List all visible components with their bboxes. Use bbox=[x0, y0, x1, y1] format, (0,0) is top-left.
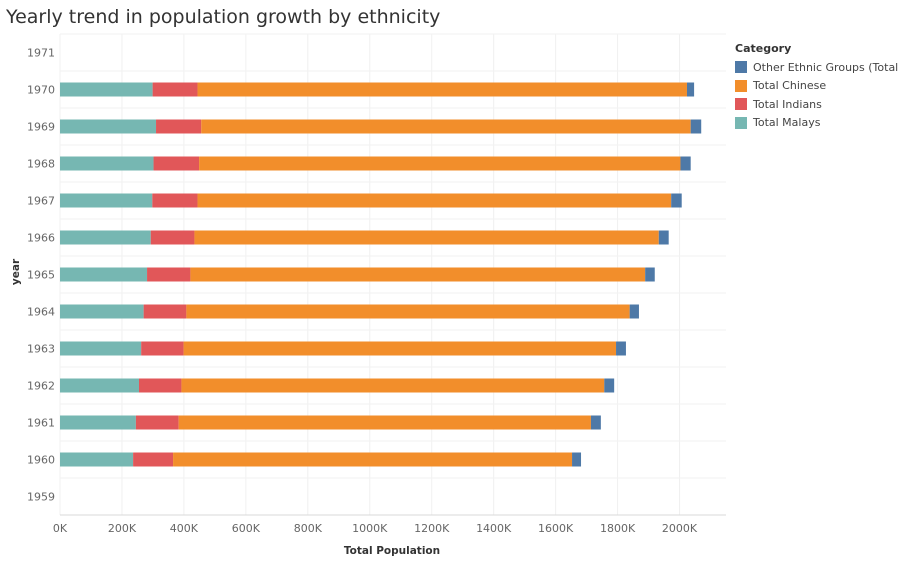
bar-total-indians-1962 bbox=[138, 378, 182, 393]
bar-total-malays-1960 bbox=[60, 452, 134, 467]
bar-total-indians-1969 bbox=[156, 119, 202, 134]
legend-swatch bbox=[735, 116, 747, 129]
bar-total-indians-1964 bbox=[143, 304, 187, 319]
bar-total-chinese-1963 bbox=[183, 341, 617, 356]
y-tick-label-1969: 1969 bbox=[27, 121, 55, 134]
bar-other-ethnic-groups-total-1970 bbox=[686, 82, 695, 97]
legend-item-total-malays[interactable]: Total Malays bbox=[735, 114, 899, 133]
legend-title: Category bbox=[735, 42, 792, 55]
y-tick-label-1970: 1970 bbox=[27, 84, 55, 97]
bar-total-chinese-1967 bbox=[197, 193, 672, 208]
bar-total-malays-1970 bbox=[60, 82, 153, 97]
y-tick-label-1960: 1960 bbox=[27, 454, 55, 467]
bar-total-indians-1960 bbox=[133, 452, 174, 467]
x-tick-label-400k: 400K bbox=[170, 522, 199, 535]
bar-total-malays-1966 bbox=[60, 230, 151, 245]
legend-item-total-indians[interactable]: Total Indians bbox=[735, 95, 899, 114]
x-axis-title: Total Population bbox=[344, 545, 440, 557]
x-tick-label-1600k: 1600K bbox=[538, 522, 574, 535]
y-axis-ticks: 1971 1970 1969 1968 1967 1966 1965 1964 1963 1962… bbox=[27, 47, 55, 504]
bar-total-chinese-1966 bbox=[194, 230, 659, 245]
legend-swatch bbox=[735, 98, 747, 111]
legend: Category Other Ethnic Groups (Total) Tota… bbox=[735, 42, 899, 132]
y-tick-label-1968: 1968 bbox=[27, 158, 55, 171]
y-tick-label-1965: 1965 bbox=[27, 269, 55, 282]
legend-label: Total Indians bbox=[753, 97, 822, 111]
x-tick-label-2000k: 2000K bbox=[662, 522, 698, 535]
x-tick-label-1800k: 1800K bbox=[600, 522, 636, 535]
bar-total-indians-1963 bbox=[141, 341, 184, 356]
bar-total-indians-1970 bbox=[152, 82, 198, 97]
bar-total-chinese-1960 bbox=[173, 452, 573, 467]
bar-total-chinese-1965 bbox=[190, 267, 646, 282]
bar-other-ethnic-groups-total-1963 bbox=[616, 341, 626, 356]
bar-other-ethnic-groups-total-1967 bbox=[671, 193, 682, 208]
bar-total-malays-1969 bbox=[60, 119, 157, 134]
legend-swatch bbox=[735, 61, 747, 74]
bar-total-malays-1963 bbox=[60, 341, 142, 356]
legend-items: Other Ethnic Groups (Total) Total Chinese… bbox=[735, 58, 899, 132]
bar-total-malays-1968 bbox=[60, 156, 154, 171]
bar-total-chinese-1968 bbox=[199, 156, 681, 171]
bar-total-malays-1965 bbox=[60, 267, 148, 282]
bar-other-ethnic-groups-total-1965 bbox=[645, 267, 655, 282]
bar-other-ethnic-groups-total-1966 bbox=[658, 230, 669, 245]
bar-other-ethnic-groups-total-1962 bbox=[604, 378, 615, 393]
legend-label: Total Malays bbox=[753, 116, 821, 130]
bar-total-indians-1966 bbox=[150, 230, 195, 245]
chart-title: Yearly trend in population growth by eth… bbox=[6, 6, 441, 28]
y-tick-label-1961: 1961 bbox=[27, 417, 55, 430]
x-tick-label-800k: 800K bbox=[294, 522, 323, 535]
bar-other-ethnic-groups-total-1964 bbox=[629, 304, 639, 319]
bar-other-ethnic-groups-total-1968 bbox=[680, 156, 691, 171]
x-tick-label-1000k: 1000K bbox=[352, 522, 388, 535]
legend-label: Total Chinese bbox=[753, 79, 827, 93]
x-tick-label-200k: 200K bbox=[108, 522, 137, 535]
x-tick-label-600k: 600K bbox=[232, 522, 261, 535]
bar-total-chinese-1964 bbox=[186, 304, 630, 319]
y-tick-label-1967: 1967 bbox=[27, 195, 55, 208]
bar-total-chinese-1962 bbox=[181, 378, 605, 393]
x-tick-label-1200k: 1200K bbox=[414, 522, 450, 535]
bar-total-chinese-1970 bbox=[197, 82, 687, 97]
bar-total-malays-1964 bbox=[60, 304, 144, 319]
y-tick-label-1963: 1963 bbox=[27, 343, 55, 356]
bar-total-malays-1961 bbox=[60, 415, 136, 430]
x-axis-ticks: 0K 200K 400K 600K 800K 1000K 1200K 1400K 1600K 18… bbox=[53, 522, 698, 535]
y-tick-label-1964: 1964 bbox=[27, 306, 55, 319]
bar-total-indians-1961 bbox=[135, 415, 179, 430]
bar-other-ethnic-groups-total-1969 bbox=[690, 119, 702, 134]
y-tick-label-1962: 1962 bbox=[27, 380, 55, 393]
legend-swatch bbox=[735, 79, 747, 92]
bars bbox=[60, 82, 702, 467]
x-tick-label-0k: 0K bbox=[53, 522, 68, 535]
legend-item-other-ethnic-groups-total[interactable]: Other Ethnic Groups (Total) bbox=[735, 58, 899, 77]
bar-total-malays-1962 bbox=[60, 378, 139, 393]
bar-total-indians-1968 bbox=[153, 156, 200, 171]
bar-other-ethnic-groups-total-1960 bbox=[572, 452, 582, 467]
bar-total-indians-1965 bbox=[147, 267, 191, 282]
bar-total-indians-1967 bbox=[152, 193, 198, 208]
bar-other-ethnic-groups-total-1961 bbox=[590, 415, 601, 430]
y-axis-title: year bbox=[10, 258, 22, 285]
bar-total-chinese-1969 bbox=[201, 119, 691, 134]
bar-total-malays-1967 bbox=[60, 193, 153, 208]
y-tick-label-1971: 1971 bbox=[27, 47, 55, 60]
y-tick-label-1959: 1959 bbox=[27, 491, 55, 504]
bar-total-chinese-1961 bbox=[178, 415, 591, 430]
legend-label: Other Ethnic Groups (Total) bbox=[753, 60, 899, 74]
y-tick-label-1966: 1966 bbox=[27, 232, 55, 245]
x-tick-label-1400k: 1400K bbox=[476, 522, 512, 535]
legend-item-total-chinese[interactable]: Total Chinese bbox=[735, 77, 899, 96]
